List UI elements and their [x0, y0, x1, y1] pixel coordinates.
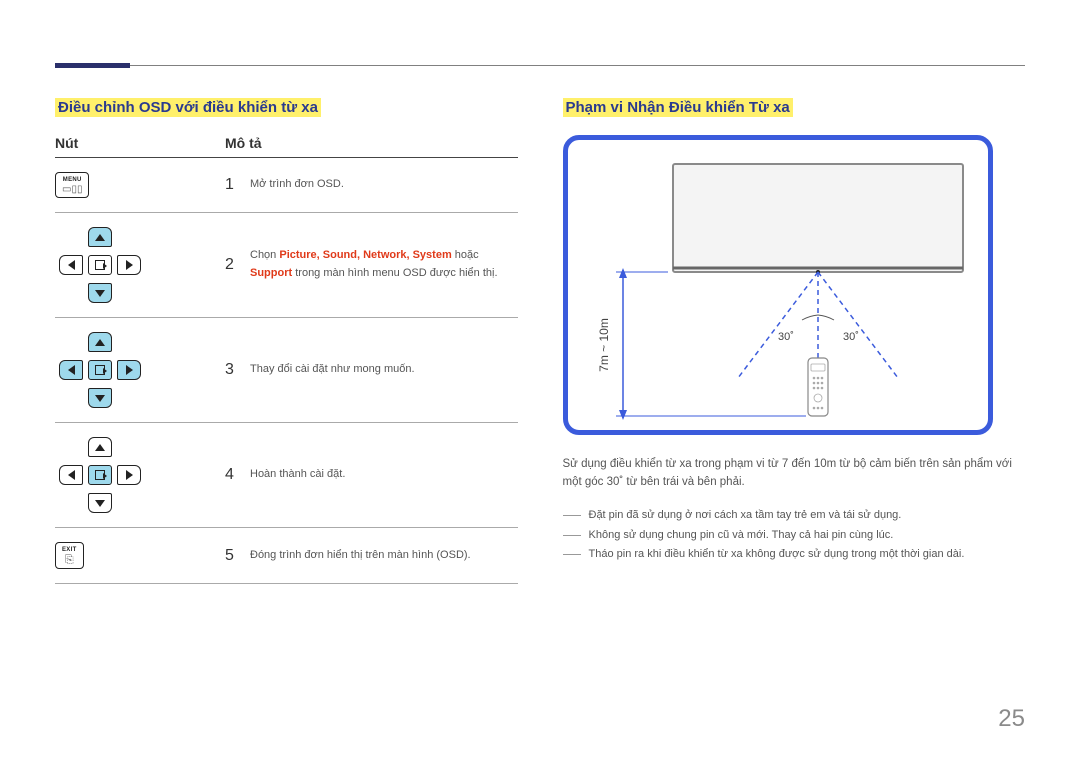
tv-icon [673, 164, 963, 272]
cell-num: 3 [225, 361, 250, 379]
osd-table: Nút Mô tả MENU ▭▯▯ 1 Mở trình đơn OSD. [55, 135, 518, 584]
dpad-icon [55, 437, 145, 513]
th-desc: Mô tả [225, 135, 518, 151]
dpad-center-icon [88, 465, 112, 485]
ir-line-left [738, 272, 818, 378]
exit-button-icon: EXIT ⎘ [55, 542, 84, 569]
cell-num: 1 [225, 176, 250, 194]
usage-paragraph: Sử dụng điều khiển từ xa trong phạm vi t… [563, 455, 1026, 492]
table-row: 4 Hoàn thành cài đặt. [55, 423, 518, 528]
note-line: Đặt pin đã sử dụng ở nơi cách xa tầm tay… [563, 506, 1026, 526]
cell-num: 2 [225, 256, 250, 274]
desc-highlight: Picture, Sound, Network, System [279, 249, 451, 261]
distance-dimension: 7m ~ 10m [597, 268, 806, 420]
dpad-left-icon [59, 255, 83, 275]
range-diagram-svg: 30˚ 30˚ [568, 140, 988, 430]
desc-text: hoặc [452, 249, 479, 261]
desc-highlight: Support [250, 267, 292, 279]
range-diagram: 30˚ 30˚ [563, 135, 993, 435]
page-content: Điều chỉnh OSD với điều khiển từ xa Nút … [55, 98, 1025, 584]
dpad-right-icon [117, 465, 141, 485]
dpad-left-icon [59, 465, 83, 485]
distance-label: 7m ~ 10m [597, 318, 611, 372]
dpad-left-icon [59, 360, 83, 380]
cell-desc: Đóng trình đơn hiển thị trên màn hình (O… [250, 547, 518, 565]
cell-desc: Thay đổi cài đặt như mong muốn. [250, 361, 518, 379]
header-rule [55, 65, 1025, 66]
left-column: Điều chỉnh OSD với điều khiển từ xa Nút … [55, 98, 518, 584]
table-row: EXIT ⎘ 5 Đóng trình đơn hiển thị trên mà… [55, 528, 518, 584]
button-label: EXIT [62, 547, 77, 553]
right-column: Phạm vi Nhận Điều khiển Từ xa 30˚ 30˚ [563, 98, 1026, 584]
cell-button: EXIT ⎘ [55, 542, 225, 569]
button-glyph: ▭▯▯ [62, 185, 82, 195]
cell-button [55, 332, 225, 408]
header-rule-accent [55, 63, 130, 68]
cell-desc: Chọn Picture, Sound, Network, System hoặ… [250, 247, 518, 282]
cell-button [55, 227, 225, 303]
dpad-icon [55, 332, 145, 408]
cell-button: MENU ▭▯▯ [55, 172, 225, 198]
angle-left-label: 30˚ [778, 331, 794, 343]
desc-text: trong màn hình menu OSD được hiển thị. [292, 267, 497, 279]
dpad-up-icon [88, 332, 112, 352]
note-line: Tháo pin ra khi điều khiển từ xa không đ… [563, 545, 1026, 565]
menu-button-icon: MENU ▭▯▯ [55, 172, 89, 198]
cell-desc: Hoàn thành cài đặt. [250, 466, 518, 484]
table-row: 3 Thay đổi cài đặt như mong muốn. [55, 318, 518, 423]
table-row: 2 Chọn Picture, Sound, Network, System h… [55, 213, 518, 318]
left-heading: Điều chỉnh OSD với điều khiển từ xa [55, 98, 321, 117]
dpad-down-icon [88, 493, 112, 513]
button-glyph: ⎘ [62, 555, 77, 566]
page-number: 25 [998, 705, 1025, 733]
cell-num: 5 [225, 547, 250, 565]
angle-right-label: 30˚ [843, 331, 859, 343]
button-label: MENU [62, 177, 82, 183]
dpad-center-icon [88, 255, 112, 275]
right-heading: Phạm vi Nhận Điều khiển Từ xa [563, 98, 793, 117]
cell-num: 4 [225, 466, 250, 484]
dpad-icon [55, 227, 145, 303]
th-button: Nút [55, 135, 225, 151]
remote-icon [808, 358, 828, 416]
dpad-center-icon [88, 360, 112, 380]
dpad-up-icon [88, 437, 112, 457]
desc-text: Chọn [250, 249, 279, 261]
table-row: MENU ▭▯▯ 1 Mở trình đơn OSD. [55, 158, 518, 213]
cell-desc: Mở trình đơn OSD. [250, 176, 518, 194]
note-line: Không sử dụng chung pin cũ và mới. Thay … [563, 526, 1026, 546]
dpad-down-icon [88, 388, 112, 408]
dpad-down-icon [88, 283, 112, 303]
dpad-right-icon [117, 255, 141, 275]
dpad-right-icon [117, 360, 141, 380]
cell-button [55, 437, 225, 513]
dpad-up-icon [88, 227, 112, 247]
ir-line-right [818, 272, 898, 378]
table-header: Nút Mô tả [55, 135, 518, 158]
